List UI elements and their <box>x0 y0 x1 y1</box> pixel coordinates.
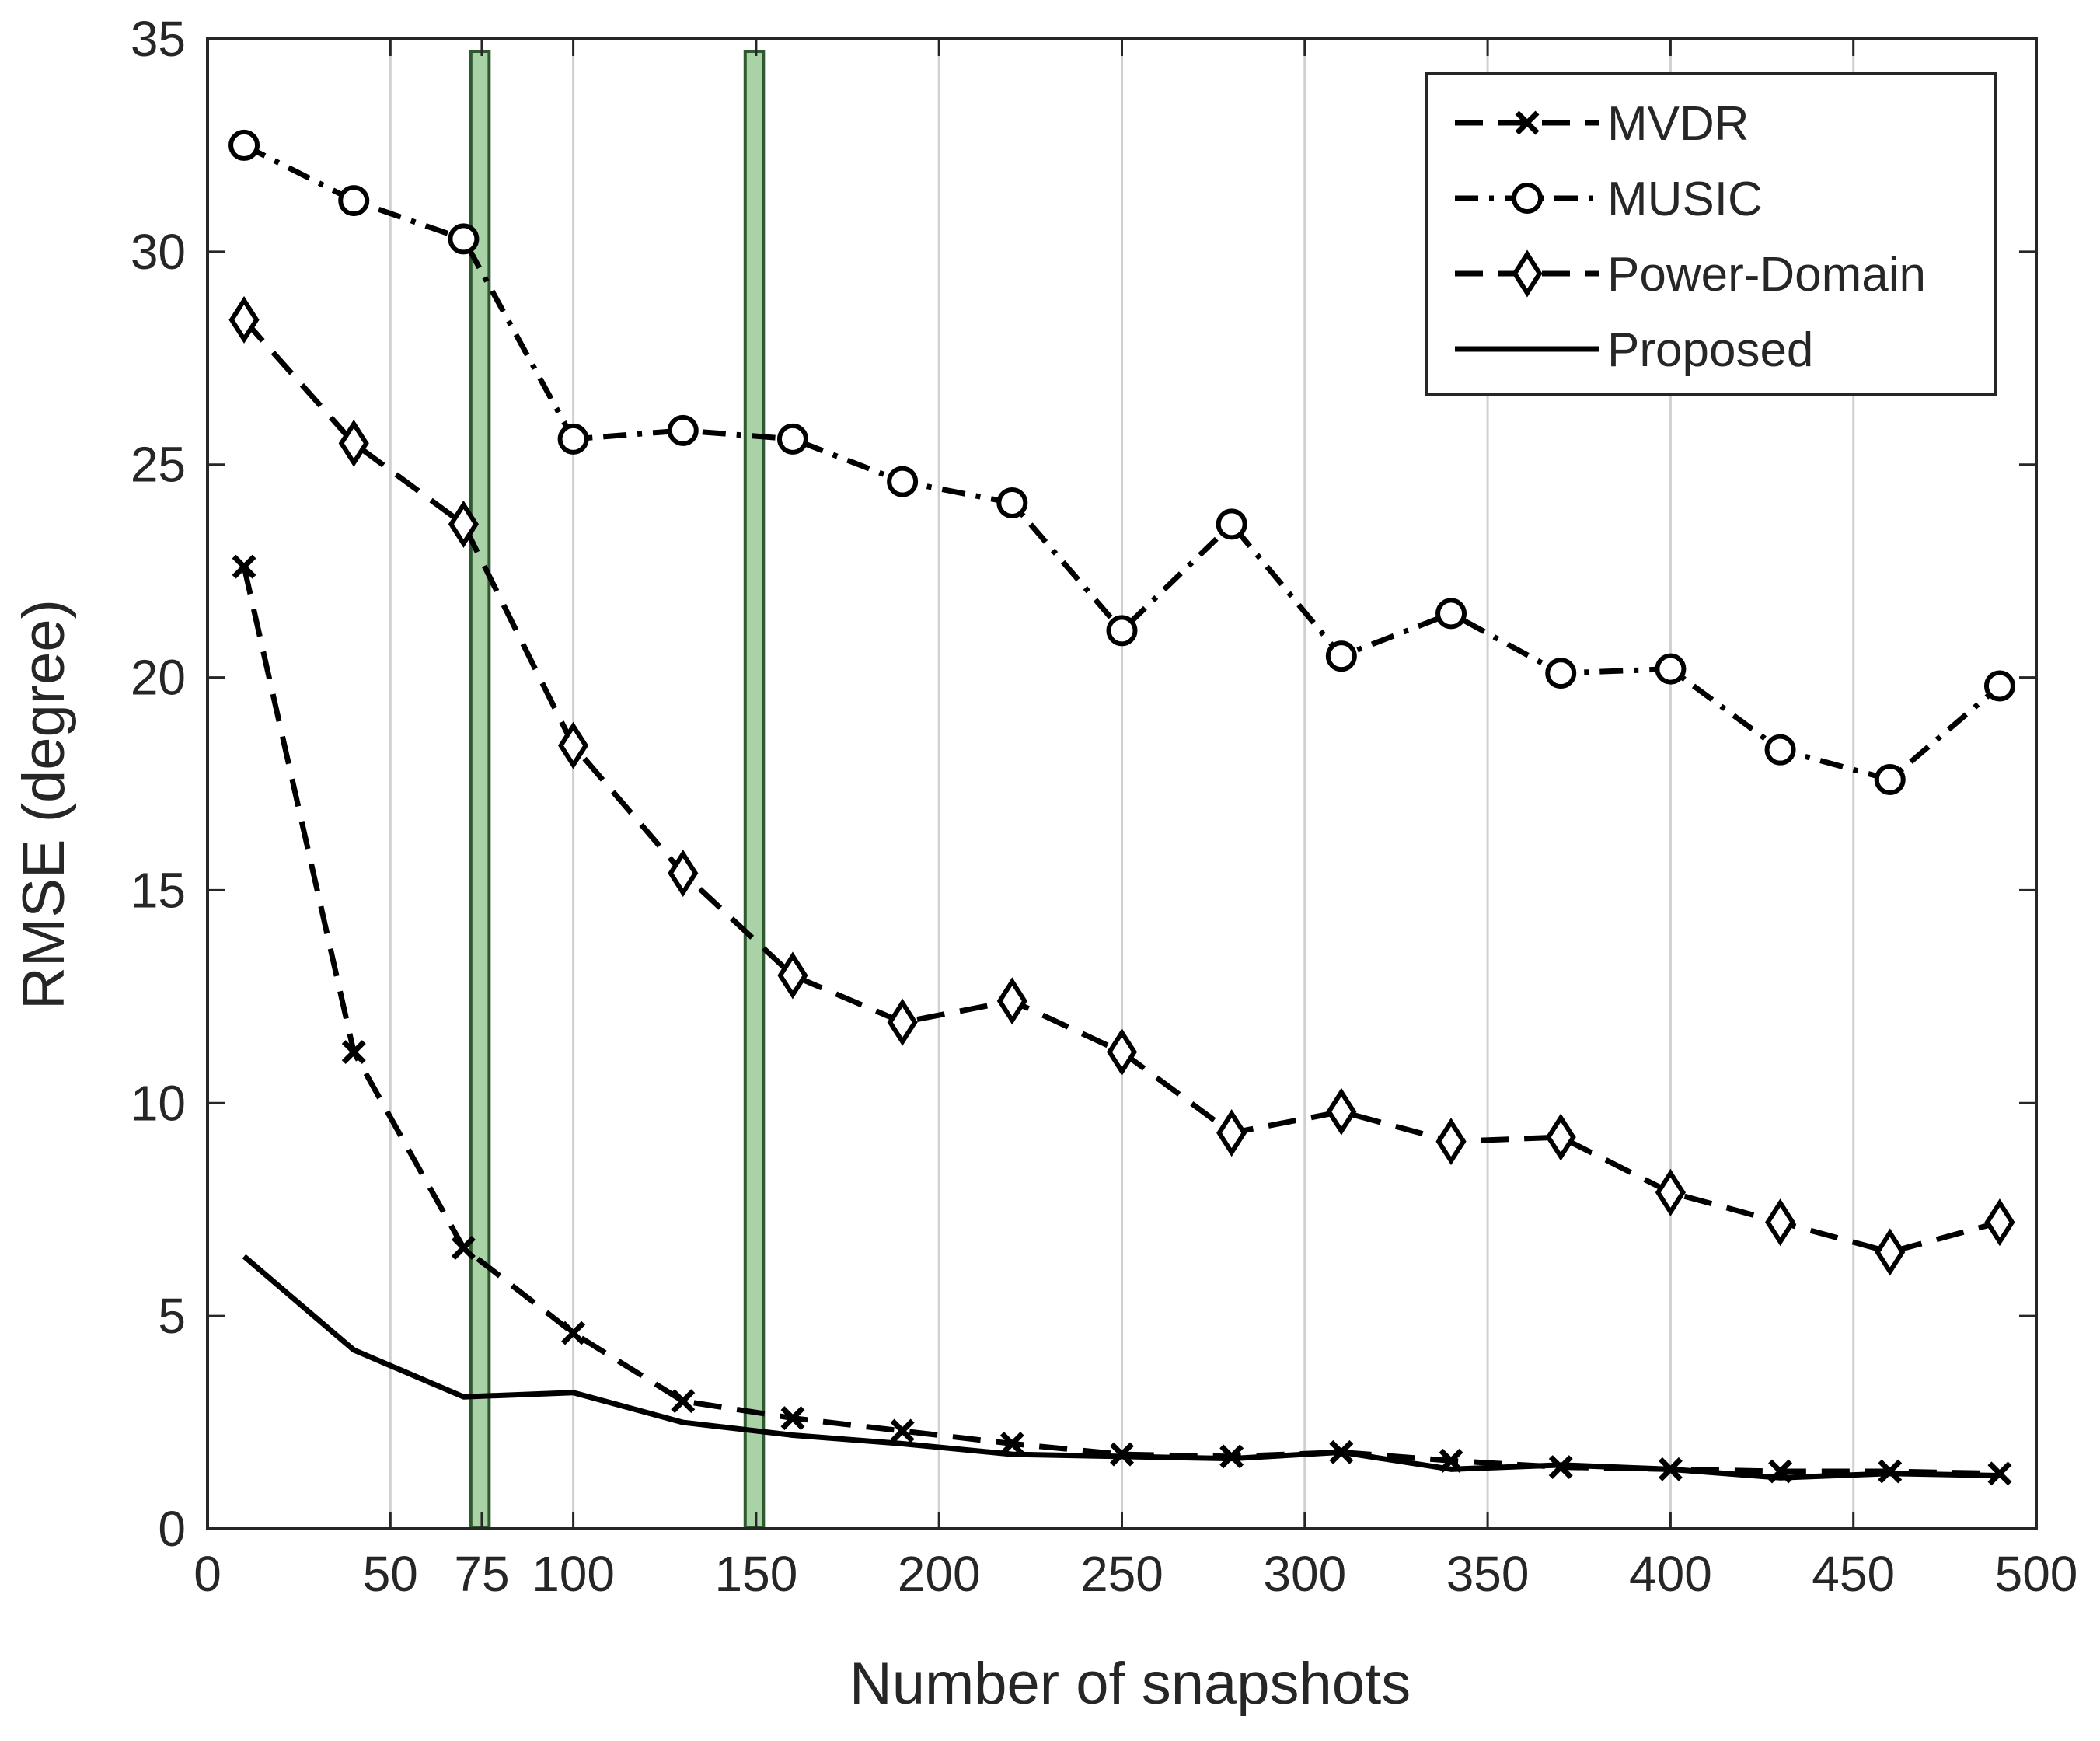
data-point-music <box>338 185 370 217</box>
data-point-music <box>776 423 808 455</box>
legend-label-music: MUSIC <box>1607 173 1763 226</box>
x-tick-label: 250 <box>1080 1546 1163 1602</box>
y-tick-label: 30 <box>131 224 186 280</box>
series-line-proposed <box>242 1254 2001 1481</box>
x-tick-label: 150 <box>715 1546 798 1602</box>
legend-label-proposed: Proposed <box>1607 323 1813 377</box>
x-axis-title: Number of snapshots <box>849 1651 1411 1717</box>
data-point-mvdr <box>451 1236 476 1260</box>
marker-stroke <box>341 1040 366 1065</box>
data-point-mvdr <box>561 1321 586 1345</box>
data-point-music <box>557 423 589 455</box>
data-point-power-domain <box>558 721 589 769</box>
axes-layer: 0 50 75 100 150 200 250 300 350 400 450 500 0 5 10 15 20… <box>131 11 2078 1602</box>
data-point-mvdr <box>890 1418 915 1443</box>
legend: MVDR MUSIC Power-Domain Proposed <box>1425 72 1997 396</box>
y-tick-label: 20 <box>131 650 186 706</box>
data-point-power-domain <box>228 295 260 344</box>
data-point-power-domain <box>1765 1198 1796 1247</box>
data-point-mvdr <box>232 554 256 579</box>
data-point-mvdr <box>780 1406 805 1431</box>
highlight-band-layer <box>469 50 766 1529</box>
series-line-music <box>242 142 2002 783</box>
data-point-power-domain <box>1875 1228 1906 1276</box>
legend-label-mvdr: MVDR <box>1607 97 1749 151</box>
data-point-music <box>1545 658 1577 689</box>
x-tick-label: 300 <box>1263 1546 1346 1602</box>
marker-stroke <box>780 1406 805 1431</box>
data-point-power-domain <box>1216 1109 1247 1157</box>
y-tick-label: 10 <box>131 1075 186 1131</box>
data-point-power-domain <box>668 849 699 898</box>
legend-marker-music <box>1512 183 1543 214</box>
y-tick-label: 25 <box>131 437 186 493</box>
series-layer <box>228 129 2015 1486</box>
data-point-music <box>1435 598 1467 630</box>
y-axis-title: RMSE (degree) <box>11 599 77 1010</box>
data-point-power-domain <box>1545 1113 1576 1161</box>
data-point-power-domain <box>448 500 479 548</box>
data-point-mvdr <box>671 1389 696 1414</box>
data-point-music <box>887 466 919 497</box>
marker-stroke <box>561 1321 586 1345</box>
marker-stroke <box>890 1418 915 1443</box>
data-point-music <box>228 129 260 161</box>
y-tick-label: 5 <box>158 1288 186 1344</box>
data-point-music <box>448 223 480 255</box>
data-point-music <box>1764 734 1796 766</box>
x-tick-label: 50 <box>363 1546 418 1602</box>
data-point-music <box>1655 653 1687 685</box>
marker-stroke <box>671 1389 696 1414</box>
y-tick-label: 35 <box>131 11 186 67</box>
highlight-band <box>743 50 766 1529</box>
x-tick-label: 200 <box>898 1546 981 1602</box>
legend-label-power-domain: Power-Domain <box>1607 248 1926 302</box>
data-point-power-domain <box>887 998 918 1046</box>
data-point-mvdr <box>999 1431 1024 1456</box>
data-point-power-domain <box>1655 1168 1686 1216</box>
legend-marker-mvdr <box>1515 110 1540 135</box>
marker-stroke <box>1515 110 1540 135</box>
x-tick-label: 75 <box>454 1546 509 1602</box>
data-point-music <box>1325 640 1357 672</box>
data-point-power-domain <box>338 419 369 467</box>
x-tick-label: 0 <box>194 1546 222 1602</box>
data-point-power-domain <box>1106 1028 1138 1076</box>
data-point-power-domain <box>1435 1118 1467 1166</box>
data-point-power-domain <box>1326 1087 1357 1136</box>
legend-marker-power-domain <box>1512 249 1543 298</box>
marker-stroke <box>451 1236 476 1260</box>
x-tick-label: 450 <box>1812 1546 1895 1602</box>
data-point-power-domain <box>777 951 808 1000</box>
marker-stroke <box>232 554 256 579</box>
data-point-mvdr <box>341 1040 366 1065</box>
highlight-band <box>469 50 491 1529</box>
y-tick-label: 0 <box>158 1501 186 1557</box>
x-tick-label: 100 <box>532 1546 615 1602</box>
marker-stroke <box>999 1431 1024 1456</box>
x-tick-label: 350 <box>1446 1546 1530 1602</box>
data-point-music <box>1983 670 2015 702</box>
y-tick-label: 15 <box>131 862 186 918</box>
data-point-music <box>1106 615 1138 647</box>
data-point-music <box>1874 764 1906 796</box>
data-point-music <box>1216 508 1247 540</box>
data-point-power-domain <box>996 977 1027 1025</box>
data-point-power-domain <box>1984 1198 2015 1247</box>
data-point-music <box>667 414 699 446</box>
x-tick-label: 400 <box>1629 1546 1712 1602</box>
x-tick-label: 500 <box>1995 1546 2078 1602</box>
data-point-music <box>996 487 1028 519</box>
